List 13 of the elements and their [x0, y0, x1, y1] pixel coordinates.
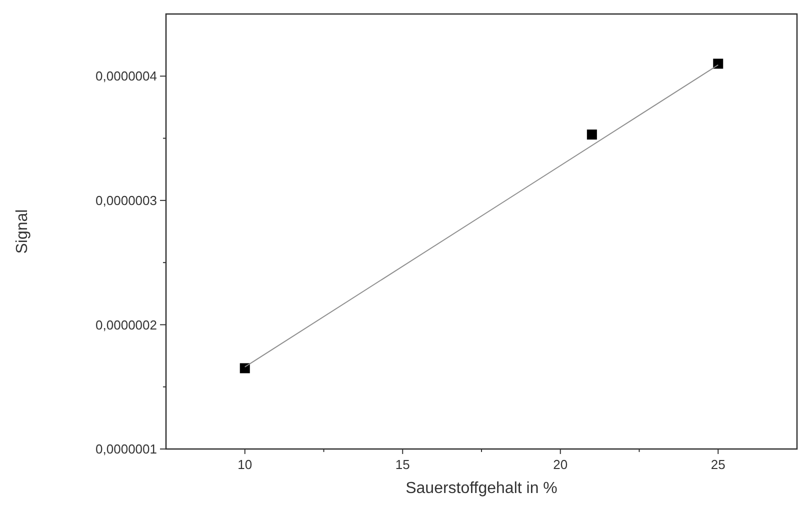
x-axis-title: Sauerstoffgehalt in %	[406, 480, 558, 497]
y-tick-label: 0,0000001	[96, 442, 157, 457]
point	[240, 363, 250, 374]
y-tick-label: 0,0000003	[96, 192, 157, 208]
point	[586, 130, 597, 140]
y-tick-label: 0,0000002	[96, 317, 157, 332]
x-tick-label: 15	[395, 457, 410, 472]
x-tick-label: 20	[553, 457, 568, 472]
point	[713, 58, 724, 69]
x-tick-label: 25	[710, 457, 726, 472]
x-tick-label: 10	[238, 457, 252, 472]
y-tick-label: 0,0000004	[96, 68, 157, 84]
y-axis-title: Signal	[14, 209, 31, 254]
